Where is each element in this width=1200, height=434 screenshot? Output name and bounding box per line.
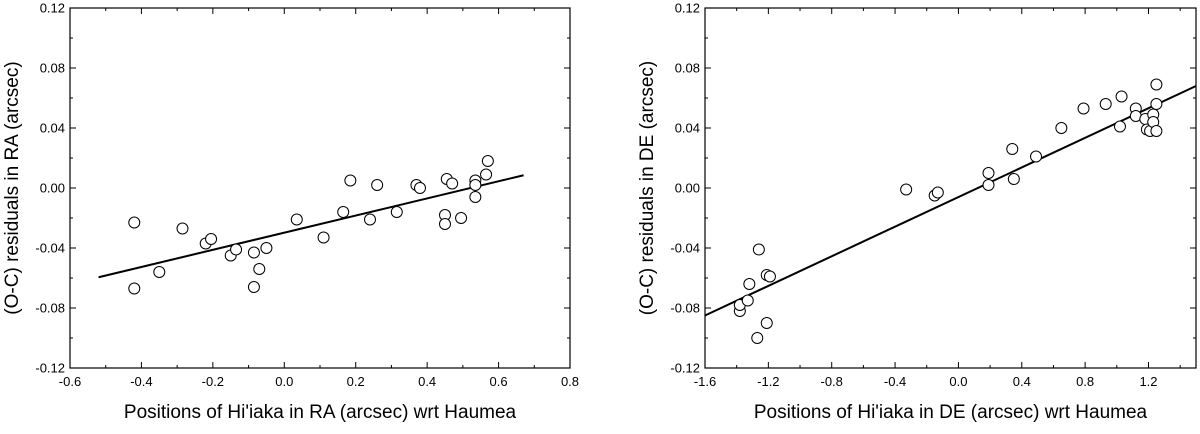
y-tick-label: -0.08 xyxy=(670,301,700,316)
y-tick-label: -0.04 xyxy=(670,241,700,256)
y-tick-label: 0.04 xyxy=(40,121,65,136)
fit-line xyxy=(98,174,524,279)
data-point xyxy=(455,212,468,224)
x-tick-label: 0.8 xyxy=(1076,374,1094,389)
data-point xyxy=(1150,125,1163,137)
data-point xyxy=(1030,150,1043,163)
x-tick-label: 0.2 xyxy=(347,374,365,389)
data-point xyxy=(153,266,166,278)
x-axis-label: Positions of Hi'iaka in DE (arcsec) wrt … xyxy=(754,402,1148,423)
x-tick-label: 0.6 xyxy=(490,374,508,389)
y-axis-label: (O-C) residuals in RA (arcsec) xyxy=(2,61,23,314)
data-point xyxy=(439,218,451,230)
data-point xyxy=(1007,173,1020,185)
data-point xyxy=(752,243,765,256)
data-point xyxy=(751,332,764,344)
x-tick-label: -1.2 xyxy=(757,374,779,389)
x-tick-label: 0.8 xyxy=(561,374,579,389)
data-point xyxy=(1150,98,1163,110)
data-point xyxy=(390,206,403,218)
y-tick-label: -0.12 xyxy=(670,361,700,376)
ra-residuals-panel: -0.6 -0.4 -0.2 0.0 0.2 0.4 0.6 0.8 -0.12 -0.08 -0.… xyxy=(2,1,579,424)
y-tick-label: 0.12 xyxy=(40,1,65,16)
data-point xyxy=(205,233,218,245)
data-point xyxy=(290,213,303,226)
x-tick-label: 1.2 xyxy=(1139,374,1157,389)
x-tick-label: 0.0 xyxy=(275,374,293,389)
data-point xyxy=(982,167,995,179)
x-tick-label: 0.4 xyxy=(1013,374,1031,389)
data-point xyxy=(176,222,189,235)
data-point xyxy=(1113,120,1126,133)
data-point xyxy=(414,182,426,194)
data-point xyxy=(247,246,260,259)
data-point xyxy=(364,213,376,226)
x-tick-label: -0.4 xyxy=(884,374,906,389)
x-tick-label: -0.2 xyxy=(202,374,224,389)
data-point xyxy=(900,183,913,196)
x-tick-label: 0.4 xyxy=(418,374,436,389)
data-point xyxy=(128,216,141,229)
y-tick-label: 0.04 xyxy=(675,121,700,136)
data-point xyxy=(1077,102,1090,115)
x-axis-label: Positions of Hi'iaka in RA (arcsec) wrt … xyxy=(124,402,517,423)
data-point xyxy=(469,191,482,203)
data-point xyxy=(1006,143,1019,155)
x-tick-label: 0.0 xyxy=(949,374,967,389)
y-tick-label: 0.08 xyxy=(40,61,65,76)
data-point xyxy=(344,174,357,187)
y-tick-label: -0.04 xyxy=(35,241,65,256)
data-point xyxy=(480,168,493,181)
data-point xyxy=(481,155,494,167)
data-point xyxy=(931,186,944,199)
y-tick-label: -0.08 xyxy=(35,301,65,316)
y-tick-label: 0.08 xyxy=(675,61,700,76)
y-axis-label: (O-C) residuals in DE (arcsec) xyxy=(637,61,658,315)
plot-frame xyxy=(69,7,571,369)
data-point xyxy=(230,243,243,256)
de-residuals-panel: -1.6 -1.2 -0.8 -0.4 0.0 0.4 0.8 1.2 -0.12 -0.08 -0… xyxy=(637,1,1197,423)
data-point xyxy=(1055,122,1068,134)
plot-frame xyxy=(704,7,1197,369)
x-tick-label: -0.4 xyxy=(130,374,152,389)
data-point xyxy=(763,270,776,283)
y-tick-label: 0.00 xyxy=(40,181,65,196)
data-point xyxy=(337,206,350,218)
data-point xyxy=(128,282,141,295)
data-point xyxy=(260,242,273,254)
data-point xyxy=(1150,78,1163,91)
data-point xyxy=(317,231,330,244)
data-point xyxy=(741,294,754,307)
y-tick-label: 0.12 xyxy=(675,1,700,16)
y-tick-label: -0.12 xyxy=(35,361,65,376)
fit-line xyxy=(704,85,1197,317)
x-tick-label: -0.6 xyxy=(59,374,81,389)
data-point xyxy=(1099,98,1112,110)
data-point xyxy=(743,278,756,290)
data-point xyxy=(1115,90,1128,103)
x-tick-label: -1.6 xyxy=(694,374,716,389)
data-point xyxy=(446,177,459,190)
y-tick-label: 0.00 xyxy=(675,181,700,196)
data-point xyxy=(253,263,266,275)
data-point xyxy=(469,179,482,191)
x-tick-label: -0.8 xyxy=(821,374,843,389)
data-point xyxy=(760,317,773,329)
data-point xyxy=(982,179,995,191)
data-point xyxy=(247,281,260,293)
data-point xyxy=(371,179,384,191)
